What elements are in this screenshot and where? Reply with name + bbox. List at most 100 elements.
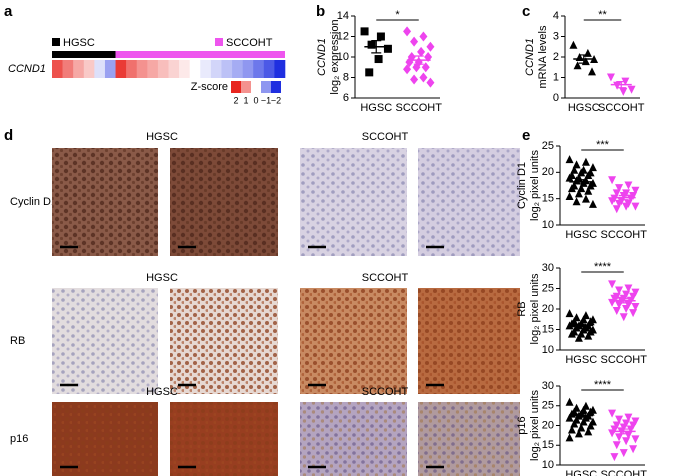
colorbar-cell [231, 81, 241, 93]
stain-label: Cyclin D1 [10, 196, 57, 208]
y-tick-label: 30 [542, 380, 554, 392]
x-tick-label: HGSC [568, 102, 600, 114]
significance-label: ** [598, 9, 607, 21]
heatmap-cell [126, 60, 138, 78]
data-point [360, 27, 369, 36]
panel-label: d [4, 127, 13, 144]
histology-texture [300, 288, 407, 394]
data-point [579, 417, 588, 426]
data-point [619, 87, 628, 96]
heatmap-cell [157, 60, 169, 78]
data-point [584, 186, 593, 195]
group-header: SCCOHT [362, 131, 409, 143]
data-point [612, 205, 621, 214]
data-point [612, 441, 621, 450]
group-header: SCCOHT [362, 272, 409, 284]
data-point [626, 194, 635, 203]
histology-texture [418, 288, 520, 394]
colorbar-tick-label: 0 [253, 95, 258, 105]
y-tick-label: 1 [553, 71, 559, 83]
y-tick-label: 25 [542, 400, 554, 412]
heatmap-cell [274, 60, 286, 78]
error-bar [578, 54, 589, 64]
data-point [631, 186, 640, 195]
data-point [419, 31, 428, 42]
stain-label: RB [10, 335, 25, 347]
data-point [622, 305, 631, 313]
y-axis-label: p16 [516, 416, 528, 434]
data-point [608, 409, 617, 418]
histology-texture [52, 402, 158, 476]
colorbar-cell [251, 81, 261, 93]
data-point [619, 313, 628, 322]
y-tick-label: 30 [542, 262, 554, 274]
heatmap-cell [200, 60, 212, 78]
heatmap-cell [242, 60, 254, 78]
heatmap-cell [232, 60, 243, 78]
data-point [410, 74, 419, 85]
y-tick-label: 8 [343, 71, 349, 83]
data-point [615, 184, 624, 193]
data-point [417, 46, 426, 57]
error-bar [576, 413, 587, 418]
group-bar [52, 51, 116, 58]
heatmap-cell [253, 60, 265, 78]
heatmap-cell [210, 60, 222, 78]
x-tick-label: SCCOHT [601, 354, 648, 366]
error-bar [413, 55, 424, 65]
y-axis-label: log₂ pixel units [529, 273, 541, 344]
group-label: HGSC [63, 37, 95, 49]
data-point [403, 64, 412, 75]
histology-texture [170, 148, 278, 256]
data-point [567, 425, 576, 434]
y-tick-label: 10 [337, 51, 349, 63]
data-point [608, 176, 617, 185]
data-point [613, 81, 622, 90]
heatmap-cell [147, 60, 159, 78]
data-point [626, 425, 635, 434]
x-tick-label: HGSC [360, 102, 392, 114]
data-point [612, 307, 621, 316]
error-bar [576, 323, 587, 328]
data-point [622, 202, 631, 211]
data-point [419, 72, 428, 83]
data-point [374, 55, 383, 64]
data-point [622, 437, 631, 446]
data-point [615, 415, 624, 424]
data-point [588, 67, 596, 76]
histology-texture [170, 288, 278, 394]
data-point [403, 26, 412, 37]
significance-label: **** [594, 379, 612, 391]
y-tick-label: 10 [542, 344, 554, 356]
y-tick-label: 3 [553, 30, 559, 42]
data-point [588, 199, 597, 208]
x-tick-label: HGSC [565, 229, 597, 241]
y-axis-label: RB [516, 301, 528, 316]
group-header: HGSC [146, 131, 178, 143]
x-tick-label: SCCOHT [601, 229, 648, 241]
histology-texture [418, 148, 520, 256]
x-tick-label: SCCOHT [396, 102, 443, 114]
y-tick-label: 15 [542, 323, 554, 335]
data-point [610, 453, 619, 462]
colorbar-title: Z-score [191, 81, 228, 93]
y-tick-label: 15 [542, 193, 554, 205]
histology-texture [300, 402, 407, 476]
data-point [573, 61, 582, 70]
panel-label: e [522, 127, 530, 144]
y-tick-label: 12 [337, 30, 349, 42]
y-tick-label: 15 [542, 439, 554, 451]
row-label: CCND1 [8, 63, 46, 75]
colorbar-tick-label: 1 [243, 95, 248, 105]
data-point [615, 433, 624, 442]
error-bar [618, 194, 629, 201]
y-axis-label: log₂ expression [329, 19, 341, 94]
y-tick-label: 10 [542, 459, 554, 471]
data-point [608, 429, 617, 438]
data-point [574, 429, 583, 438]
heatmap-cell [189, 60, 201, 78]
colorbar-tick-label: −2 [271, 95, 281, 105]
data-point [583, 48, 592, 57]
error-bar [371, 40, 382, 54]
